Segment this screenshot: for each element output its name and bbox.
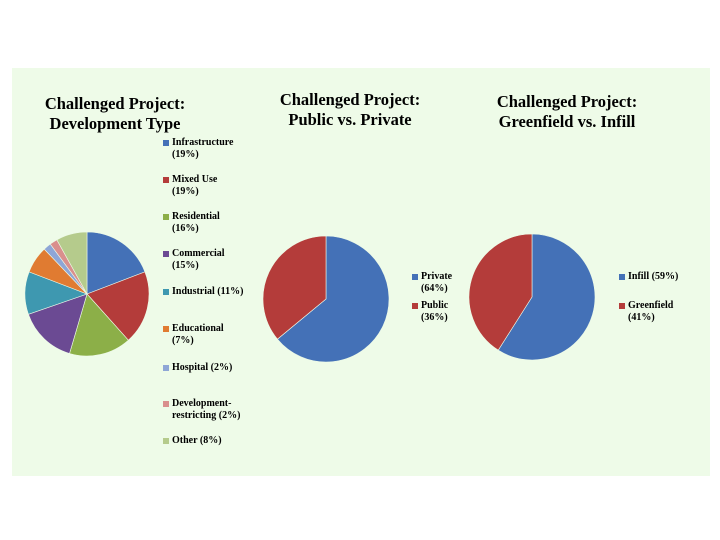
- legend-swatch: [163, 214, 169, 220]
- legend-label: Infill (59%): [628, 271, 679, 282]
- legend-label: Industrial (11%): [172, 286, 244, 297]
- legend-swatch: [619, 303, 625, 309]
- legend-swatch: [412, 303, 418, 309]
- legend-swatch: [163, 365, 169, 371]
- chart-title-greenfield-infill: Challenged Project: Greenfield vs. Infil…: [496, 92, 638, 131]
- legend-label: Mixed Use (19%): [172, 174, 218, 197]
- legend-swatch: [619, 274, 625, 280]
- pie-slice: [28, 293, 88, 354]
- legend-label: Private (64%): [421, 271, 453, 294]
- pie-slice: [69, 293, 129, 357]
- legend-label: Development- restricting (2%): [172, 398, 241, 421]
- legend-swatch: [163, 177, 169, 183]
- legend-label: Greenfield (41%): [628, 300, 674, 323]
- legend-swatch: [163, 326, 169, 332]
- pie-slice: [86, 231, 146, 295]
- legend-swatch: [163, 401, 169, 407]
- chart-title-public-private: Challenged Project: Public vs. Private: [279, 90, 421, 129]
- pie-slice: [277, 235, 390, 363]
- legend-label: Public (36%): [421, 300, 449, 323]
- pie-slice: [497, 233, 596, 361]
- legend-label: Educational (7%): [172, 323, 224, 346]
- legend-label: Hospital (2%): [172, 362, 233, 373]
- legend-swatch: [163, 289, 169, 295]
- legend-label: Residential (16%): [172, 211, 220, 234]
- legend-label: Commercial (15%): [172, 248, 225, 271]
- pie-slice: [56, 231, 88, 296]
- legend-swatch: [163, 251, 169, 257]
- legend-swatch: [163, 438, 169, 444]
- pie-slice: [86, 271, 150, 341]
- chart-title-development-type: Challenged Project: Development Type: [44, 94, 186, 133]
- legend-label: Other (8%): [172, 435, 222, 446]
- legend-label: Infrastructure (19%): [172, 137, 234, 160]
- legend-swatch: [412, 274, 418, 280]
- legend-swatch: [163, 140, 169, 146]
- pie-slice: [262, 235, 327, 340]
- pie-slice: [468, 233, 533, 351]
